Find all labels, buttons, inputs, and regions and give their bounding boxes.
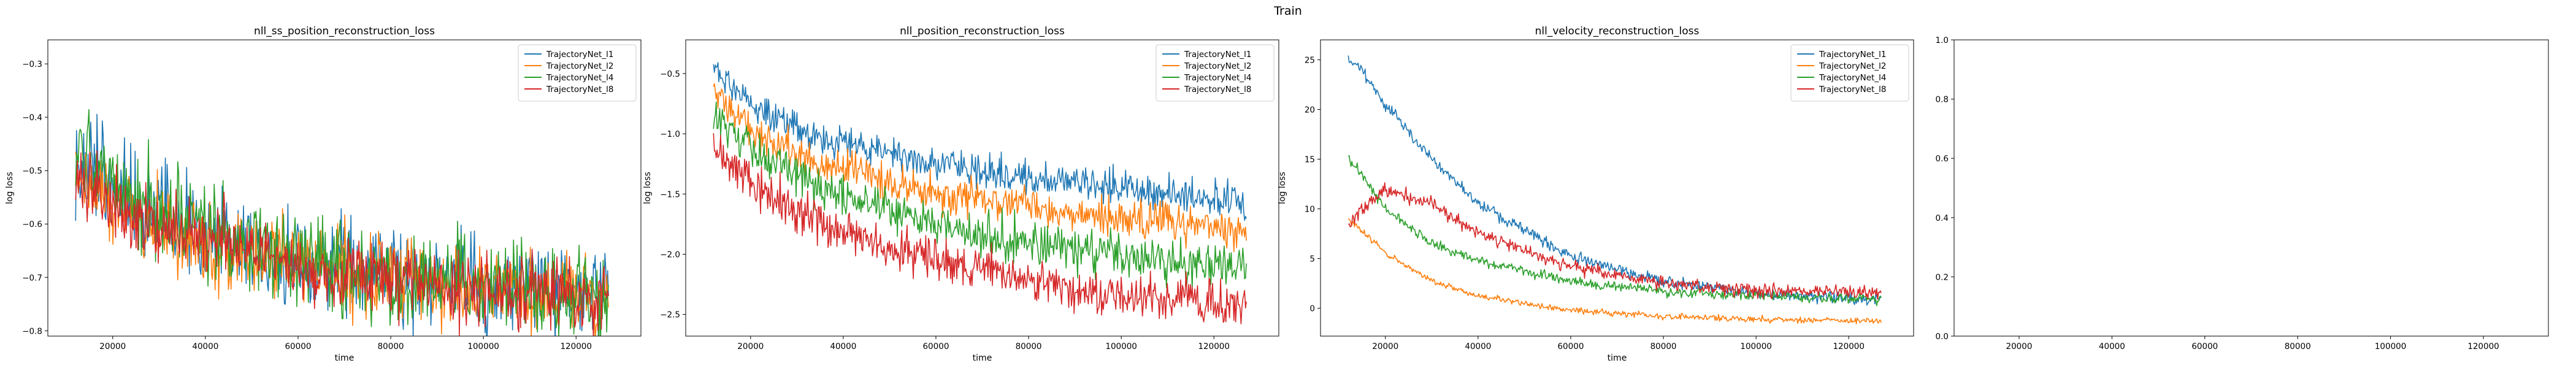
legend-entry: TrajectoryNet_l4 bbox=[1184, 73, 1251, 83]
x-tick-label: 40000 bbox=[1465, 342, 1491, 351]
y-tick-label: −2.0 bbox=[660, 250, 680, 259]
y-tick-label: 0.2 bbox=[1936, 272, 1949, 282]
legend-entry: TrajectoryNet_l1 bbox=[546, 50, 613, 59]
axes-frame bbox=[47, 39, 642, 337]
series-line-TrajectoryNet_l2 bbox=[1347, 218, 1882, 324]
legend-entry: TrajectoryNet_l2 bbox=[546, 61, 613, 71]
x-tick-label: 60000 bbox=[1557, 342, 1584, 351]
x-tick-label: 60000 bbox=[285, 342, 311, 351]
y-tick-label: 1.0 bbox=[1936, 36, 1949, 45]
chart-title: nll_ss_position_reconstruction_loss bbox=[254, 25, 435, 37]
axes-frame bbox=[685, 39, 1279, 337]
x-tick-label: 80000 bbox=[1650, 342, 1677, 351]
chart-panel-3: 20000 40000 60000 80000 100000 120000 0 5 10 15 20… bbox=[1278, 25, 1914, 363]
x-axis-label: time bbox=[973, 353, 992, 363]
chart-panel-4: 20000 40000 60000 80000 100000 120000 0.0 0.2 0.… bbox=[1936, 36, 2549, 351]
series-line-TrajectoryNet_l1 bbox=[713, 62, 1247, 221]
y-tick-label: −0.5 bbox=[660, 69, 680, 79]
x-tick-label: 100000 bbox=[467, 342, 499, 351]
series-group bbox=[1347, 55, 1882, 324]
y-tick-label: 0.4 bbox=[1936, 213, 1949, 223]
x-tick-label: 80000 bbox=[2285, 342, 2311, 351]
series-line-TrajectoryNet_l2 bbox=[713, 83, 1247, 253]
chart-panel-1: 20000 40000 60000 80000 100000 120000 −0.8 −0.7… bbox=[5, 25, 642, 363]
series-line-TrajectoryNet_l8 bbox=[1347, 182, 1882, 300]
legend-entry: TrajectoryNet_l4 bbox=[546, 73, 613, 83]
chart-title: nll_position_reconstruction_loss bbox=[900, 25, 1065, 37]
x-axis-label: time bbox=[335, 353, 355, 363]
y-tick-label: 25 bbox=[1305, 55, 1315, 65]
x-tick-label: 40000 bbox=[2099, 342, 2125, 351]
x-tick-label: 100000 bbox=[2375, 342, 2407, 351]
series-line-TrajectoryNet_l8 bbox=[75, 150, 609, 336]
x-tick-label: 40000 bbox=[192, 342, 218, 351]
y-tick-label: −2.5 bbox=[660, 310, 680, 320]
chart-title: nll_velocity_reconstruction_loss bbox=[1535, 25, 1700, 37]
y-axis-label: log loss bbox=[643, 172, 653, 204]
y-tick-label: 0.6 bbox=[1936, 154, 1949, 164]
y-tick-label: 20 bbox=[1305, 105, 1315, 115]
x-tick-label: 20000 bbox=[1372, 342, 1398, 351]
legend-box bbox=[1156, 44, 1275, 102]
series-line-TrajectoryNet_l2 bbox=[75, 151, 609, 336]
legend-entry: TrajectoryNet_l8 bbox=[546, 85, 613, 94]
y-tick-label: 15 bbox=[1305, 155, 1315, 164]
x-axis-label: time bbox=[1608, 353, 1627, 363]
series-group bbox=[75, 109, 609, 336]
y-tick-label: 0.0 bbox=[1936, 332, 1949, 342]
x-tick-label: 80000 bbox=[378, 342, 404, 351]
series-group bbox=[713, 62, 1247, 324]
chart-panel-2: 20000 40000 60000 80000 100000 120000 −2.5 −2.0… bbox=[643, 25, 1279, 363]
x-tick-label: 120000 bbox=[560, 342, 592, 351]
x-tick-label: 100000 bbox=[1105, 342, 1137, 351]
y-tick-label: 0.8 bbox=[1936, 95, 1949, 105]
axes-layer: 20000 40000 60000 80000 100000 120000 −0.8 −0.7… bbox=[5, 25, 2549, 363]
legend-entry: TrajectoryNet_l2 bbox=[1819, 61, 1886, 71]
y-tick-label: 5 bbox=[1309, 255, 1315, 264]
series-line-TrajectoryNet_l4 bbox=[1347, 155, 1882, 307]
y-tick-label: −0.4 bbox=[22, 113, 42, 123]
x-tick-label: 20000 bbox=[2006, 342, 2033, 351]
legend-entry: TrajectoryNet_l8 bbox=[1184, 85, 1251, 94]
y-tick-label: −0.3 bbox=[22, 59, 42, 69]
legend-entry: TrajectoryNet_l1 bbox=[1819, 50, 1886, 59]
x-tick-label: 120000 bbox=[1833, 342, 1865, 351]
x-tick-label: 100000 bbox=[1740, 342, 1772, 351]
y-tick-label: 10 bbox=[1305, 205, 1315, 215]
legend-entry: TrajectoryNet_l2 bbox=[1184, 61, 1251, 71]
x-tick-label: 120000 bbox=[2467, 342, 2499, 351]
series-line-TrajectoryNet_l1 bbox=[75, 113, 609, 336]
y-tick-label: −0.6 bbox=[22, 220, 42, 229]
legend: TrajectoryNet_l1 TrajectoryNet_l2 Trajecto… bbox=[518, 44, 637, 102]
y-axis-label: log loss bbox=[5, 172, 15, 204]
x-tick-label: 60000 bbox=[2191, 342, 2218, 351]
x-tick-label: 20000 bbox=[99, 342, 126, 351]
legend-box bbox=[1790, 44, 1909, 102]
legend-box bbox=[518, 44, 637, 102]
figure-suptitle: Train bbox=[1273, 4, 1302, 18]
legend-entry: TrajectoryNet_l1 bbox=[1184, 50, 1251, 59]
y-tick-label: −1.0 bbox=[660, 129, 680, 139]
x-tick-label: 40000 bbox=[830, 342, 856, 351]
x-tick-label: 60000 bbox=[922, 342, 949, 351]
legend: TrajectoryNet_l1 TrajectoryNet_l2 Trajecto… bbox=[1790, 44, 1909, 102]
legend: TrajectoryNet_l1 TrajectoryNet_l2 Trajecto… bbox=[1156, 44, 1275, 102]
x-tick-label: 20000 bbox=[737, 342, 764, 351]
y-tick-label: −0.5 bbox=[22, 166, 42, 176]
legend-entry: TrajectoryNet_l4 bbox=[1819, 73, 1886, 83]
series-line-TrajectoryNet_l8 bbox=[713, 133, 1247, 324]
axes-frame bbox=[1320, 39, 1914, 337]
y-axis-label: log loss bbox=[1278, 172, 1287, 204]
y-tick-label: −1.5 bbox=[660, 190, 680, 199]
y-tick-label: −0.7 bbox=[22, 273, 42, 283]
y-tick-label: 0 bbox=[1309, 304, 1315, 314]
x-tick-label: 80000 bbox=[1016, 342, 1042, 351]
y-tick-label: −0.8 bbox=[22, 326, 42, 336]
legend-entry: TrajectoryNet_l8 bbox=[1819, 85, 1886, 94]
axes-frame bbox=[1953, 39, 2549, 337]
series-line-TrajectoryNet_l4 bbox=[713, 101, 1247, 290]
x-tick-label: 120000 bbox=[1198, 342, 1230, 351]
